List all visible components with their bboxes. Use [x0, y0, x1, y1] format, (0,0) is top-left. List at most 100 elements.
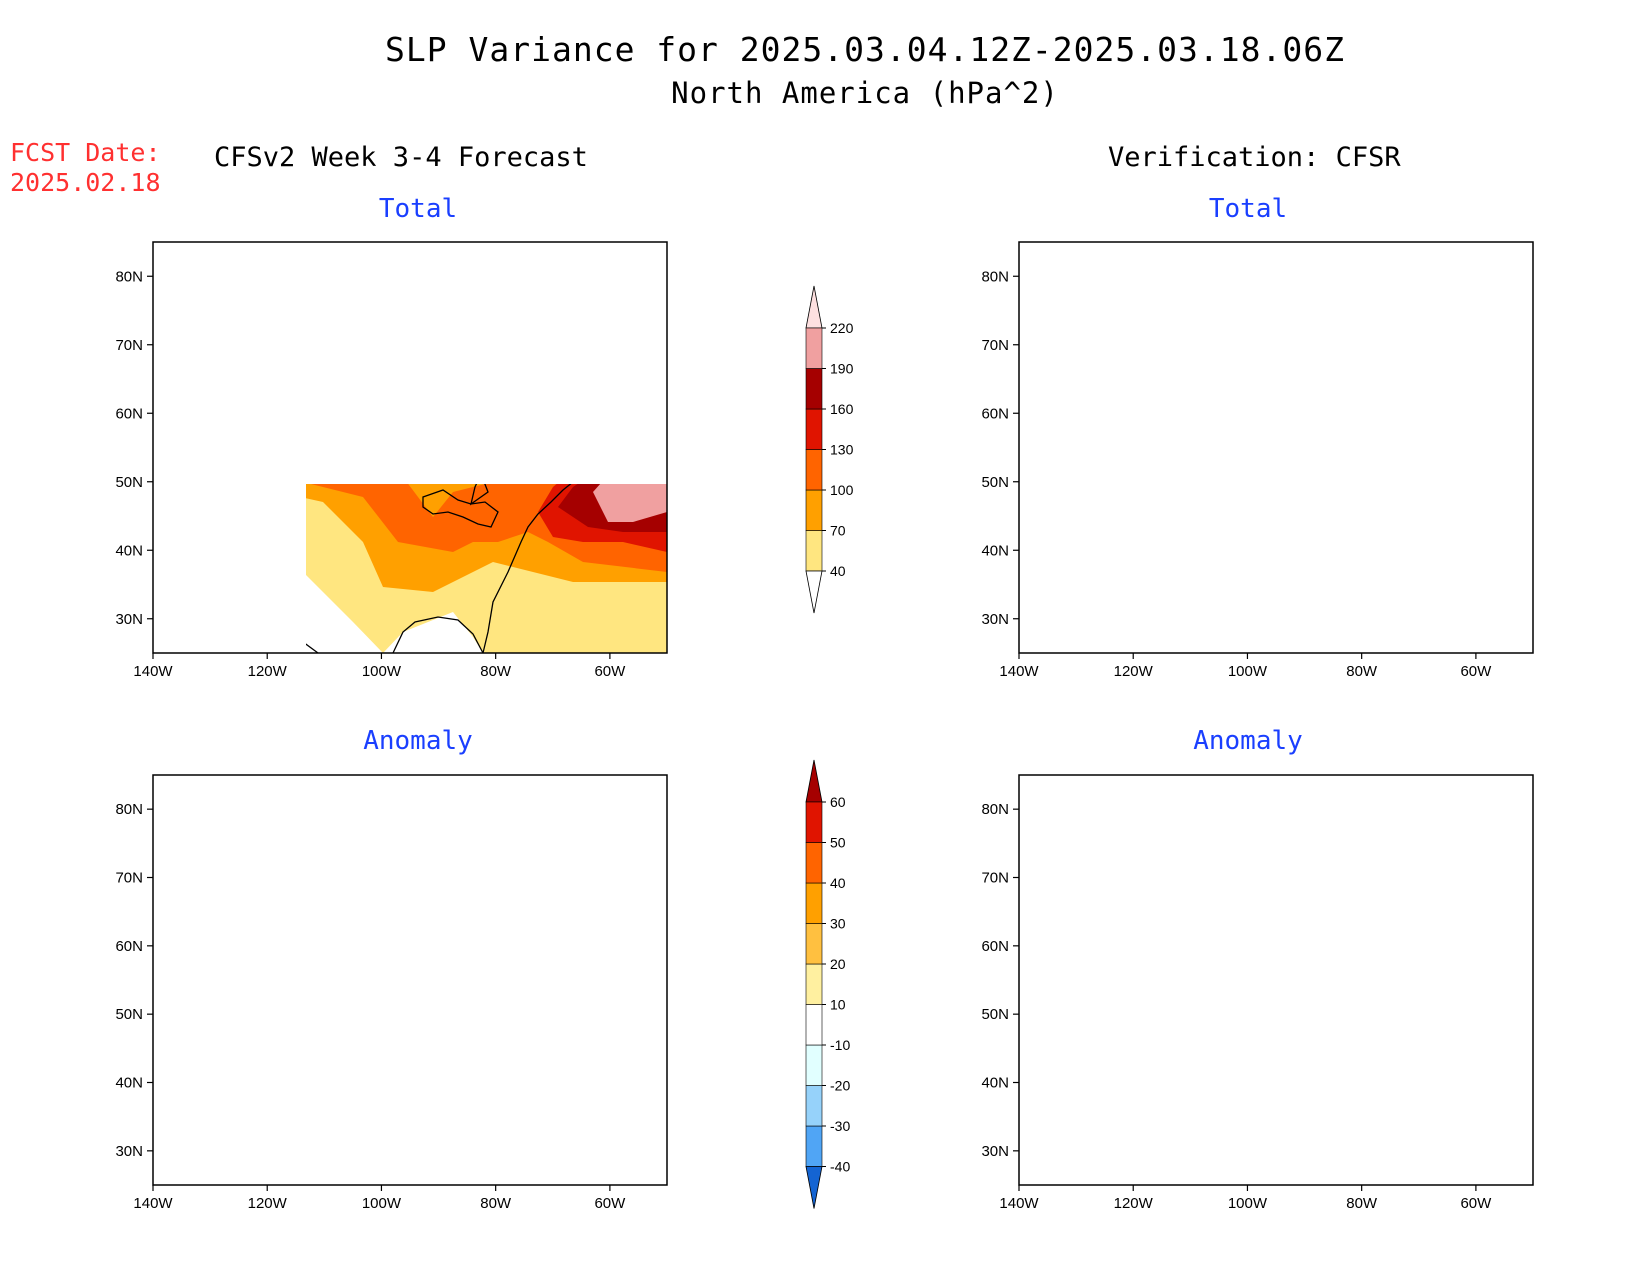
lon-tick-label: 120W	[248, 1195, 288, 1212]
lon-tick-label: 60W	[1460, 1195, 1492, 1212]
lat-tick-label: 70N	[115, 337, 143, 354]
colorbar-segment	[805, 1125, 823, 1167]
verification-total-title: Total	[1208, 194, 1288, 224]
colorbar-tick-label: 70	[830, 523, 846, 539]
lat-tick-label: 80N	[115, 268, 143, 285]
colorbar-tick-label: 30	[830, 916, 846, 932]
forecast-anomaly-title: Anomaly	[363, 726, 473, 756]
colorbar-segment	[805, 408, 823, 450]
lon-tick-label: 100W	[362, 1195, 402, 1212]
colorbar-tick-label: 130	[830, 442, 854, 458]
lat-tick-label: 50N	[115, 474, 143, 491]
forecast-total-map	[306, 484, 668, 654]
colorbar-tick-label: 50	[830, 835, 846, 851]
lon-tick-label: 140W	[999, 1195, 1039, 1212]
verification-anomaly-title: Anomaly	[1193, 726, 1303, 756]
colorbar-tick-label: 10	[830, 997, 846, 1013]
lon-tick-label: 100W	[1228, 1195, 1268, 1212]
lat-tick-label: 40N	[115, 1075, 143, 1092]
lat-tick-label: 40N	[981, 1075, 1009, 1092]
anomaly-colorbar: -40 -30 -20 -10 10 20 30 40 50 60	[805, 759, 850, 1209]
colorbar-tick-label: 100	[830, 482, 854, 498]
verification-total-frame	[1018, 241, 1534, 654]
lat-tick-label: 80N	[981, 801, 1009, 818]
lat-tick-label: 70N	[981, 337, 1009, 354]
lon-tick-label: 120W	[1114, 663, 1154, 680]
colorbar-tick-label: -10	[830, 1037, 850, 1053]
lat-tick-label: 60N	[115, 405, 143, 422]
colorbar-segment	[805, 530, 823, 572]
colorbar-tick-label: -40	[830, 1159, 850, 1175]
colorbar-segment	[805, 368, 823, 410]
lat-tick-label: 80N	[981, 268, 1009, 285]
verification-column-heading: Verification: CFSR	[1108, 142, 1401, 173]
colorbar-upper-extension	[805, 285, 823, 329]
lat-tick-label: 30N	[115, 611, 143, 628]
lat-tick-label: 50N	[981, 474, 1009, 491]
colorbar-tick-label: 40	[830, 875, 846, 891]
main-title: SLP Variance for 2025.03.04.12Z-2025.03.…	[385, 30, 1345, 69]
colorbar-tick-label: -20	[830, 1078, 850, 1094]
lat-tick-label: 70N	[115, 870, 143, 887]
forecast-anomaly-map	[153, 775, 667, 1186]
lon-tick-label: 140W	[999, 663, 1039, 680]
lat-tick-label: 30N	[115, 1143, 143, 1160]
lon-tick-label: 140W	[133, 1195, 173, 1212]
lat-tick-label: 40N	[981, 542, 1009, 559]
forecast-total-title: Total	[378, 194, 458, 224]
total-colorbar: 40 70 100 130 160 190 220	[805, 285, 854, 614]
lon-tick-label: 100W	[1228, 663, 1268, 680]
colorbar-tick-label: 60	[830, 794, 846, 810]
lat-tick-label: 50N	[981, 1006, 1009, 1023]
colorbar-tick-label: 20	[830, 956, 846, 972]
lon-tick-label: 80W	[1346, 663, 1378, 680]
verification-anomaly-map	[1019, 775, 1533, 1186]
lon-tick-label: 60W	[594, 663, 626, 680]
colorbar-segment	[805, 923, 823, 965]
colorbar-segment	[805, 327, 823, 369]
colorbar-segment	[805, 882, 823, 924]
colorbar-segment	[805, 1085, 823, 1127]
main-subtitle: North America (hPa^2)	[671, 76, 1059, 110]
colorbar-tick-label: 220	[830, 320, 854, 336]
colorbar-tick-label: 190	[830, 361, 854, 377]
forecast-date-label: FCST Date:	[10, 138, 161, 167]
verification-anomaly-frame	[1018, 774, 1534, 1186]
lon-tick-label: 80W	[480, 1195, 512, 1212]
lat-tick-label: 50N	[115, 1006, 143, 1023]
colorbar-segment	[805, 801, 823, 843]
colorbar-segment	[805, 1044, 823, 1086]
colorbar-segment	[805, 842, 823, 884]
colorbar-tick-label: -30	[830, 1118, 850, 1134]
forecast-date-value: 2025.02.18	[10, 168, 161, 197]
forecast-anomaly-frame	[152, 774, 668, 1186]
colorbar-upper-extension	[805, 759, 823, 803]
colorbar-tick-label: 40	[830, 563, 846, 579]
lon-tick-label: 60W	[1460, 663, 1492, 680]
lon-tick-label: 140W	[133, 663, 173, 680]
lat-tick-label: 40N	[115, 542, 143, 559]
lat-tick-label: 60N	[115, 938, 143, 955]
colorbar-tick-label: 160	[830, 401, 854, 417]
lat-tick-label: 60N	[981, 938, 1009, 955]
verification-total-map	[1019, 242, 1533, 653]
lat-tick-label: 30N	[981, 611, 1009, 628]
lat-tick-label: 30N	[981, 1143, 1009, 1160]
colorbar-segment	[805, 449, 823, 491]
forecast-total-frame	[152, 241, 668, 654]
lon-tick-label: 80W	[1346, 1195, 1378, 1212]
lat-tick-label: 60N	[981, 405, 1009, 422]
lon-tick-label: 120W	[1114, 1195, 1154, 1212]
colorbar-segment	[805, 489, 823, 531]
colorbar-segment	[805, 1004, 823, 1046]
lat-tick-label: 80N	[115, 801, 143, 818]
colorbar-lower-extension	[805, 570, 823, 614]
lat-tick-label: 70N	[981, 870, 1009, 887]
lon-tick-label: 80W	[480, 663, 512, 680]
lon-tick-label: 60W	[594, 1195, 626, 1212]
colorbar-lower-extension	[805, 1166, 823, 1209]
lon-tick-label: 100W	[362, 663, 402, 680]
lon-tick-label: 120W	[248, 663, 288, 680]
forecast-column-heading: CFSv2 Week 3-4 Forecast	[214, 142, 588, 173]
